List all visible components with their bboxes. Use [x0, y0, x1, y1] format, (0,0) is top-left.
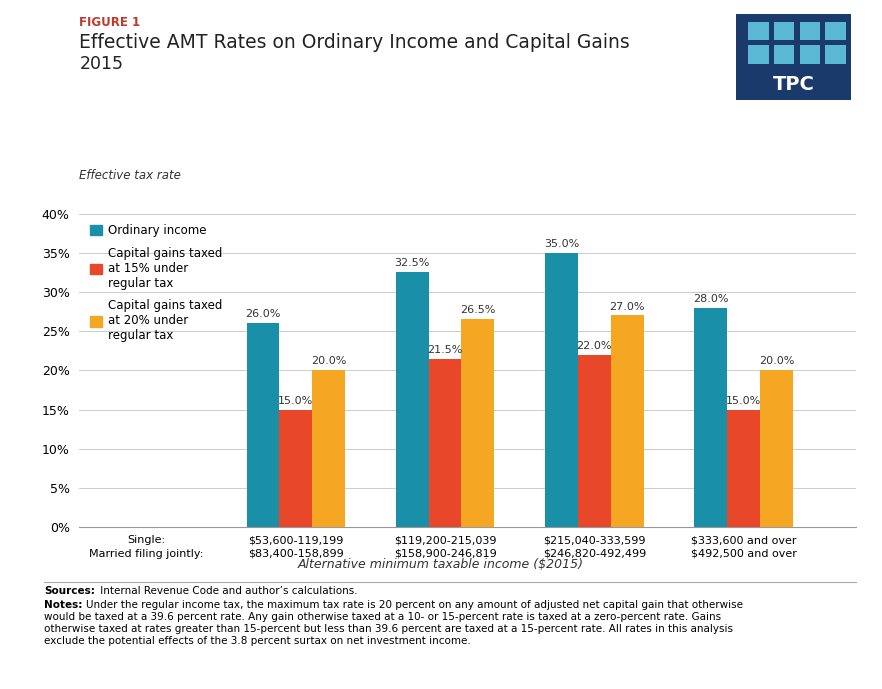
FancyBboxPatch shape	[826, 21, 846, 41]
Text: exclude the potential effects of the 3.8 percent surtax on net investment income: exclude the potential effects of the 3.8…	[44, 636, 471, 646]
Legend: Ordinary income, Capital gains taxed
at 15% under
regular tax, Capital gains tax: Ordinary income, Capital gains taxed at …	[86, 220, 227, 347]
Text: otherwise taxed at rates greater than 15-percent but less than 39.6 percent are : otherwise taxed at rates greater than 15…	[44, 624, 733, 634]
Bar	[461, 320, 494, 527]
Text: 27.0%: 27.0%	[609, 302, 645, 311]
Text: 26.5%: 26.5%	[460, 305, 496, 316]
Bar	[312, 371, 345, 527]
Text: 22.0%: 22.0%	[577, 341, 612, 351]
Text: FIGURE 1: FIGURE 1	[79, 16, 140, 29]
Bar	[578, 355, 610, 527]
Bar	[396, 272, 429, 527]
Text: Internal Revenue Code and author’s calculations.: Internal Revenue Code and author’s calcu…	[97, 586, 357, 596]
Text: TPC: TPC	[773, 75, 815, 94]
Text: Effective AMT Rates on Ordinary Income and Capital Gains: Effective AMT Rates on Ordinary Income a…	[79, 33, 630, 52]
Text: 21.5%: 21.5%	[428, 344, 463, 355]
Text: Alternative minimum taxable income ($2015): Alternative minimum taxable income ($201…	[298, 558, 584, 571]
Bar	[694, 307, 727, 527]
Text: 15.0%: 15.0%	[278, 395, 313, 406]
Bar	[545, 253, 578, 527]
FancyBboxPatch shape	[748, 21, 768, 41]
Text: 2015: 2015	[79, 55, 123, 73]
Text: 32.5%: 32.5%	[394, 258, 430, 269]
FancyBboxPatch shape	[736, 14, 851, 100]
Text: 28.0%: 28.0%	[693, 294, 729, 304]
Text: 20.0%: 20.0%	[759, 356, 794, 367]
Text: 15.0%: 15.0%	[726, 395, 761, 406]
Text: 26.0%: 26.0%	[245, 309, 280, 320]
Text: 20.0%: 20.0%	[311, 356, 347, 367]
FancyBboxPatch shape	[774, 45, 795, 63]
Bar	[610, 316, 644, 527]
Bar	[247, 323, 280, 527]
FancyBboxPatch shape	[748, 45, 768, 63]
Text: 35.0%: 35.0%	[544, 239, 579, 249]
Bar	[760, 371, 793, 527]
FancyBboxPatch shape	[774, 21, 795, 41]
Text: Sources:: Sources:	[44, 586, 95, 596]
Text: Effective tax rate: Effective tax rate	[79, 169, 182, 182]
FancyBboxPatch shape	[826, 45, 846, 63]
Bar	[429, 358, 461, 527]
Text: Notes:: Notes:	[44, 599, 83, 610]
FancyBboxPatch shape	[799, 21, 820, 41]
Bar	[280, 409, 312, 527]
Text: would be taxed at a 39.6 percent rate. Any gain otherwise taxed at a 10- or 15-p: would be taxed at a 39.6 percent rate. A…	[44, 612, 721, 621]
Text: Under the regular income tax, the maximum tax rate is 20 percent on any amount o: Under the regular income tax, the maximu…	[86, 599, 744, 610]
Bar	[727, 409, 760, 527]
FancyBboxPatch shape	[799, 45, 820, 63]
